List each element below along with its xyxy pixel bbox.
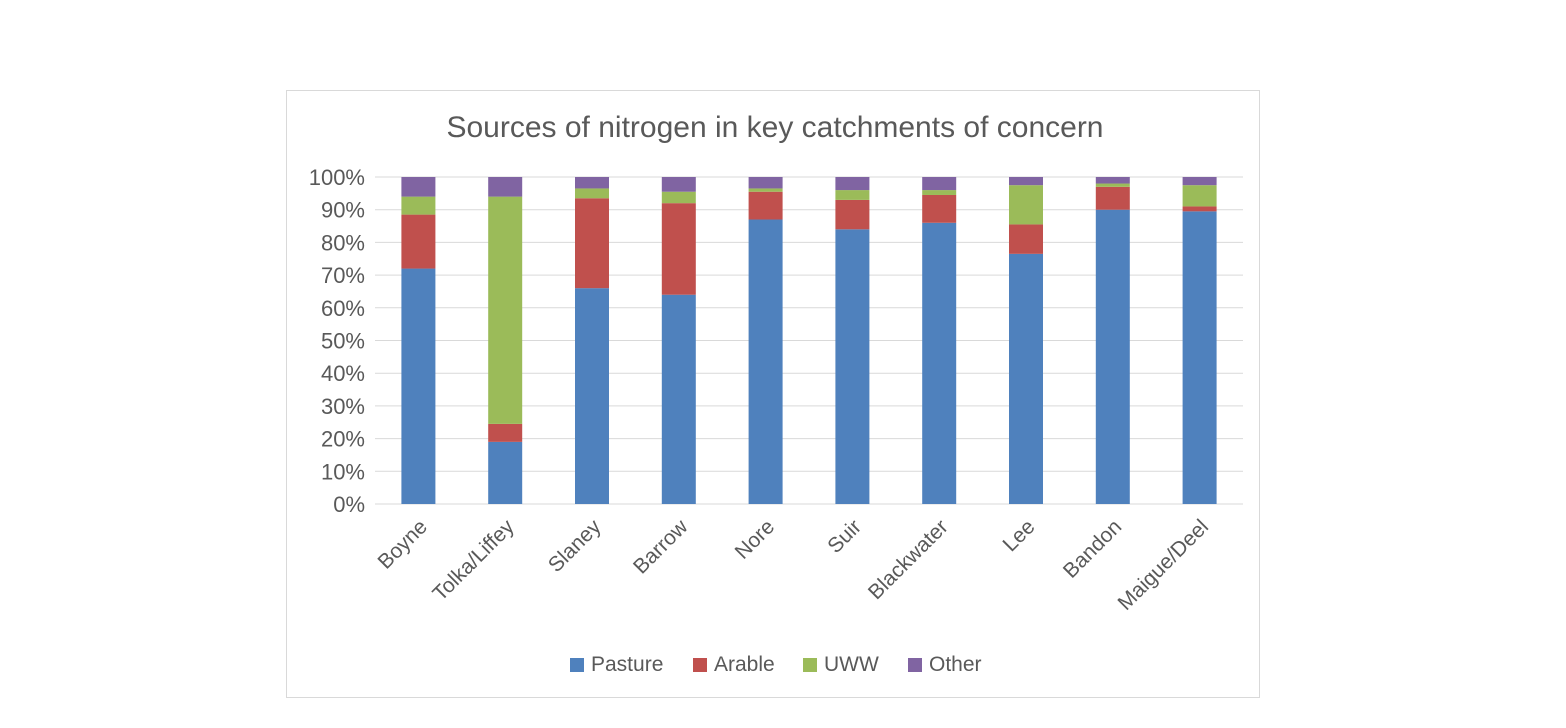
- bar-segment-uww: [575, 188, 609, 199]
- y-tick-label: 60%: [321, 296, 365, 321]
- bar-segment-pasture: [922, 222, 957, 504]
- bar-segment-other: [575, 177, 609, 189]
- bar-segment-pasture: [575, 288, 609, 504]
- y-tick-label: 40%: [321, 361, 365, 386]
- bar-segment-other: [922, 177, 957, 191]
- y-tick-label: 20%: [321, 427, 365, 452]
- legend-swatch-arable: [693, 658, 707, 672]
- bar-segment-uww: [661, 191, 696, 204]
- y-tick-label: 10%: [321, 459, 365, 484]
- bar-segment-uww: [1009, 185, 1043, 225]
- x-category-label: Blackwater: [864, 515, 953, 604]
- bar-segment-arable: [1182, 206, 1217, 212]
- legend-swatch-pasture: [570, 658, 584, 672]
- legend-label-uww: UWW: [824, 653, 879, 676]
- bar-segment-uww: [401, 196, 436, 215]
- x-category-label: Slaney: [544, 515, 606, 577]
- chart-area: Sources of nitrogen in key catchments of…: [286, 90, 1260, 698]
- y-tick-label: 0%: [333, 492, 365, 517]
- legend-label-other: Other: [929, 653, 982, 676]
- x-category-label: Tolka/Liffey: [428, 515, 519, 606]
- bar-segment-other: [1182, 177, 1217, 186]
- x-category-label: Nore: [731, 515, 779, 563]
- bar-segment-uww: [748, 188, 783, 192]
- legend-label-arable: Arable: [714, 653, 775, 676]
- y-tick-label: 80%: [321, 230, 365, 255]
- bars: [401, 177, 1217, 504]
- bar-segment-uww: [1095, 183, 1130, 187]
- bar-segment-other: [748, 177, 783, 189]
- bar-segment-uww: [1182, 185, 1217, 207]
- bar-segment-arable: [401, 214, 436, 269]
- y-axis-ticks: 0% 10% 20% 30% 40% 50% 60% 70% 80% 90% 100%: [309, 165, 365, 517]
- x-category-label: Bandon: [1059, 515, 1126, 582]
- legend-swatch-uww: [803, 658, 817, 672]
- legend-swatch-other: [908, 658, 922, 672]
- legend-label-pasture: Pasture: [591, 653, 663, 676]
- bar-segment-other: [1095, 177, 1130, 184]
- bar-segment-arable: [1009, 224, 1043, 254]
- bar-segment-pasture: [488, 441, 523, 504]
- bar-segment-pasture: [661, 294, 696, 504]
- bar-segment-arable: [748, 191, 783, 220]
- bar-segment-other: [835, 177, 870, 191]
- bar-segment-other: [401, 177, 436, 197]
- bar-segment-pasture: [1095, 209, 1130, 504]
- x-category-label: Barrow: [629, 515, 693, 579]
- bar-segment-arable: [835, 199, 870, 230]
- x-category-label: Maigue/Deel: [1113, 515, 1213, 615]
- bar-segment-pasture: [401, 268, 436, 504]
- bar-segment-uww: [922, 190, 957, 195]
- bar-segment-uww: [488, 196, 523, 424]
- y-tick-label: 90%: [321, 198, 365, 223]
- chart-title: Sources of nitrogen in key catchments of…: [446, 111, 1103, 144]
- bar-segment-arable: [922, 194, 957, 223]
- x-category-label: Suir: [823, 515, 866, 558]
- x-category-label: Boyne: [374, 515, 432, 573]
- x-category-label: Lee: [998, 515, 1039, 556]
- bar-segment-uww: [835, 190, 870, 200]
- bar-segment-pasture: [748, 219, 783, 504]
- bar-segment-other: [488, 177, 523, 197]
- bar-segment-pasture: [1009, 253, 1043, 504]
- bar-segment-arable: [488, 423, 523, 442]
- y-tick-label: 30%: [321, 394, 365, 419]
- bar-segment-arable: [1095, 186, 1130, 210]
- chart-svg: Sources of nitrogen in key catchments of…: [309, 111, 1243, 676]
- y-tick-label: 100%: [309, 165, 365, 190]
- bar-segment-pasture: [835, 229, 870, 504]
- bar-segment-pasture: [1182, 211, 1217, 504]
- y-tick-label: 50%: [321, 329, 365, 354]
- bar-segment-other: [1009, 177, 1043, 186]
- bar-segment-arable: [575, 198, 609, 289]
- legend: Pasture Arable UWW Other: [570, 653, 982, 676]
- bar-segment-arable: [661, 203, 696, 295]
- y-tick-label: 70%: [321, 263, 365, 288]
- bar-segment-other: [661, 177, 696, 192]
